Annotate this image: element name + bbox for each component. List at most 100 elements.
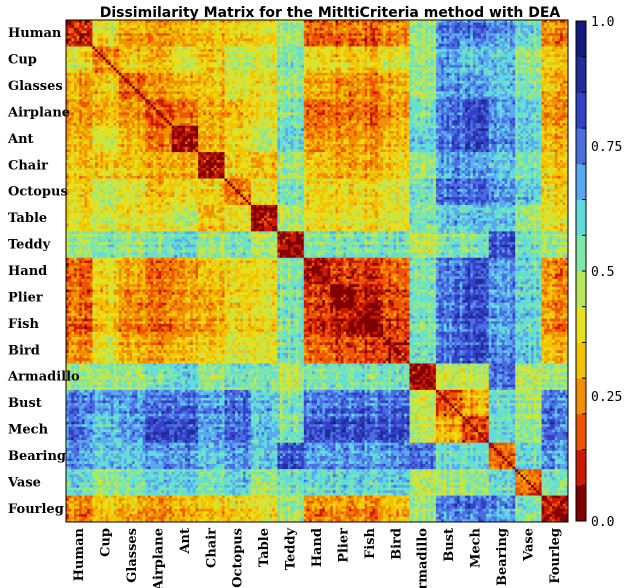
heatmap-cell — [343, 20, 347, 23]
heatmap-cell — [359, 46, 363, 50]
heatmap-cell — [433, 33, 437, 37]
heatmap-cell — [509, 80, 513, 84]
heatmap-cell — [161, 46, 165, 50]
heatmap-cell — [171, 78, 175, 82]
heatmap-cell — [237, 38, 241, 42]
heatmap-cell — [470, 70, 474, 74]
heatmap-cell — [515, 78, 519, 82]
heatmap-cell — [517, 22, 521, 26]
heatmap-cell — [356, 54, 360, 58]
heatmap-cell — [520, 27, 524, 31]
heatmap-cell — [66, 30, 69, 34]
heatmap-cell — [324, 20, 328, 23]
heatmap-cell — [393, 20, 397, 23]
heatmap-cell — [396, 70, 400, 74]
heatmap-cell — [118, 80, 122, 84]
heatmap-cell — [227, 22, 231, 26]
heatmap-cell — [557, 43, 561, 47]
heatmap-cell — [380, 25, 384, 29]
heatmap-cell — [507, 43, 511, 47]
heatmap-cell — [219, 64, 223, 68]
heatmap-cell — [116, 46, 120, 50]
heatmap-cell — [92, 27, 96, 31]
heatmap-cell — [377, 72, 381, 76]
heatmap-cell — [533, 35, 537, 39]
heatmap-cell — [330, 30, 334, 34]
heatmap-cell — [454, 27, 458, 31]
heatmap-cell — [404, 86, 408, 90]
heatmap-cell — [385, 86, 389, 90]
heatmap-cell — [192, 78, 196, 82]
heatmap-cell — [319, 33, 323, 37]
heatmap-cell — [100, 59, 104, 63]
heatmap-cell — [208, 20, 212, 23]
heatmap-cell — [253, 59, 257, 63]
heatmap-cell — [417, 43, 421, 47]
heatmap-cell — [274, 25, 278, 29]
heatmap-cell — [132, 25, 136, 29]
heatmap-cell — [240, 33, 244, 37]
heatmap-cell — [213, 72, 217, 76]
heatmap-cell — [124, 62, 128, 66]
heatmap-cell — [340, 51, 344, 55]
heatmap-cell — [372, 78, 376, 82]
heatmap-cell — [295, 86, 299, 90]
heatmap-cell — [113, 20, 117, 23]
heatmap-cell — [174, 78, 178, 82]
heatmap-cell — [108, 67, 112, 71]
heatmap-cell — [84, 25, 88, 29]
heatmap-cell — [306, 67, 310, 71]
heatmap-cell — [346, 62, 350, 66]
heatmap-cell — [483, 51, 487, 55]
heatmap-cell — [361, 70, 365, 74]
heatmap-cell — [258, 54, 262, 58]
heatmap-cell — [528, 27, 532, 31]
heatmap-cell — [81, 88, 85, 92]
heatmap-cell — [364, 41, 368, 45]
heatmap-cell — [89, 80, 93, 84]
heatmap-cell — [414, 20, 418, 23]
heatmap-cell — [494, 64, 498, 68]
heatmap-cell — [139, 72, 143, 76]
heatmap-cell — [533, 64, 537, 68]
heatmap-cell — [475, 25, 479, 29]
heatmap-cell — [169, 35, 173, 39]
heatmap-cell — [375, 43, 379, 47]
heatmap-cell — [533, 67, 537, 71]
heatmap-cell — [203, 56, 207, 60]
heatmap-cell — [446, 27, 450, 31]
heatmap-cell — [343, 83, 347, 87]
heatmap-cell — [544, 67, 548, 71]
heatmap-cell — [488, 80, 492, 84]
heatmap-cell — [163, 35, 167, 39]
heatmap-cell — [256, 59, 260, 63]
heatmap-cell — [528, 54, 532, 58]
heatmap-cell — [433, 72, 437, 76]
heatmap-cell — [404, 20, 408, 23]
heatmap-cell — [330, 72, 334, 76]
heatmap-cell — [314, 86, 318, 90]
heatmap-cell — [216, 46, 220, 50]
heatmap-cell — [116, 83, 120, 87]
heatmap-cell — [290, 54, 294, 58]
heatmap-cell — [515, 83, 519, 87]
heatmap-cell — [229, 54, 233, 58]
heatmap-cell — [235, 22, 239, 26]
heatmap-cell — [142, 83, 146, 87]
heatmap-cell — [121, 30, 125, 34]
heatmap-cell — [393, 75, 397, 79]
heatmap-cell — [467, 86, 471, 90]
heatmap-cell — [544, 43, 548, 47]
heatmap-cell — [243, 49, 247, 53]
heatmap-cell — [97, 64, 101, 68]
heatmap-cell — [480, 43, 484, 47]
heatmap-cell — [113, 72, 117, 76]
heatmap-cell — [488, 54, 492, 58]
heatmap-cell — [309, 27, 313, 31]
heatmap-cell — [523, 83, 527, 87]
heatmap-cell — [116, 80, 120, 84]
heatmap-cell — [216, 56, 220, 60]
heatmap-cell — [71, 54, 75, 58]
heatmap-cell — [520, 30, 524, 34]
heatmap-cell — [488, 22, 492, 26]
